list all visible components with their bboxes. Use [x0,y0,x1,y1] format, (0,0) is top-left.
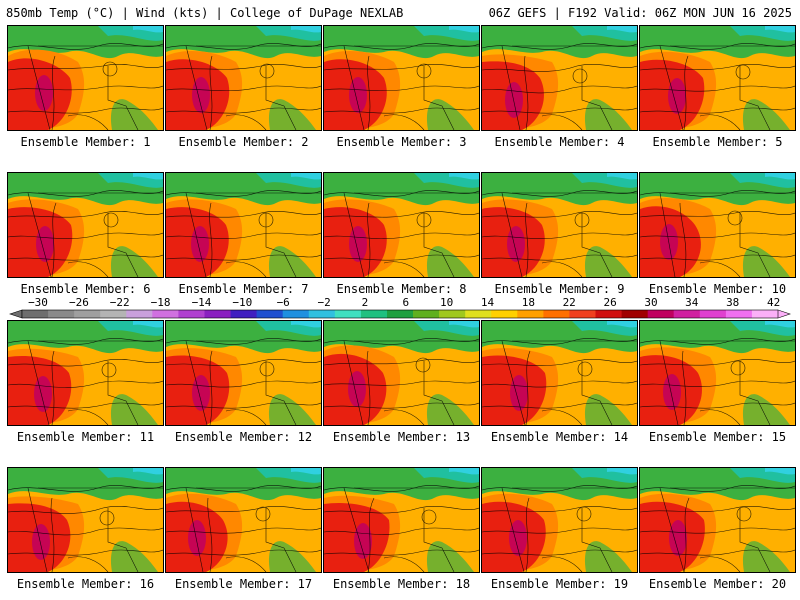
ensemble-map-panel [481,320,638,426]
ensemble-member-label: Ensemble Member: 5 [652,135,783,149]
ensemble-member-label: Ensemble Member: 19 [490,577,629,591]
colorbar-tick-label: 14 [481,296,495,309]
colorbar-swatch [517,310,544,318]
ensemble-member-label: Ensemble Member: 3 [336,135,467,149]
ensemble-member-label: Ensemble Member: 7 [178,282,309,296]
ensemble-member-label: Ensemble Member: 14 [490,430,629,444]
colorbar-swatch [204,310,232,318]
ensemble-member-label: Ensemble Member: 16 [16,577,155,591]
ensemble-map-panel [639,467,796,573]
ensemble-map-panel [7,320,164,426]
ensemble-map-panel [7,467,164,573]
colorbar-tick-label: 22 [563,296,576,309]
ensemble-map-panel [481,25,638,131]
colorbar-tick-label: −22 [110,296,130,309]
colorbar-swatch [48,310,75,318]
ensemble-map-panel [165,172,322,278]
colorbar-swatch [595,310,623,318]
ensemble-member-label: Ensemble Member: 1 [20,135,151,149]
ensemble-map-panel [165,467,322,573]
ensemble-map-panel [481,172,638,278]
ensemble-member-label: Ensemble Member: 13 [332,430,471,444]
colorbar-swatch [699,310,727,318]
colorbar-tick-label: −2 [317,296,330,309]
colorbar-swatch [152,310,179,318]
colorbar-tick-label: 6 [402,296,409,309]
ensemble-map-panel [323,25,480,131]
ensemble-member-label: Ensemble Member: 9 [494,282,625,296]
colorbar-tick-label: −6 [277,296,290,309]
temperature-colorbar: −30 −26 −22 −18 −14 −10 −6 −2 2 6 10 14 18 22 26 30 34 38… [8,296,792,324]
colorbar-tick-label: −26 [69,296,89,309]
colorbar-tick-label: −14 [192,296,212,309]
colorbar-swatch [256,310,284,318]
ensemble-member-label: Ensemble Member: 6 [20,282,151,296]
colorbar-swatch [413,310,440,318]
colorbar-swatch [74,310,101,318]
ensemble-member-label: Ensemble Member: 11 [16,430,155,444]
ensemble-map-panel [323,320,480,426]
colorbar-swatch [282,310,310,318]
colorbar-swatch [569,310,596,318]
colorbar-swatch [543,310,570,318]
colorbar-swatch [126,310,153,318]
ensemble-member-label: Ensemble Member: 15 [648,430,787,444]
colorbar-swatch [647,310,675,318]
header-title-right: 06Z GEFS | F192 Valid: 06Z MON JUN 16 20… [488,6,792,20]
colorbar-tick-label: 26 [603,296,616,309]
ensemble-map-panel [323,467,480,573]
ensemble-map-panel [165,25,322,131]
colorbar-tick-label: 10 [440,296,453,309]
colorbar-tick-label: 34 [685,296,699,309]
colorbar-min-arrow [9,309,23,319]
ensemble-member-label: Ensemble Member: 4 [494,135,625,149]
ensemble-map-panel [7,172,164,278]
ensemble-member-label: Ensemble Member: 18 [332,577,471,591]
ensemble-member-label: Ensemble Member: 2 [178,135,309,149]
colorbar-tick-label: −18 [151,296,171,309]
colorbar-tick-label: 18 [522,296,535,309]
ensemble-map-panel [481,467,638,573]
colorbar-max-arrow [777,309,791,319]
ensemble-map-panel [639,172,796,278]
colorbar-swatch [439,310,466,318]
colorbar-swatch [465,310,492,318]
colorbar-swatch [334,310,362,318]
colorbar-tick-label: −10 [232,296,252,309]
colorbar-tick-label: 30 [644,296,657,309]
colorbar-swatch [621,310,649,318]
ensemble-map-panel [323,172,480,278]
colorbar-swatch [360,310,388,318]
colorbar-tick-label: 42 [767,296,780,309]
colorbar-swatch [725,310,753,318]
colorbar-swatch [751,310,779,318]
ensemble-map-panel [7,25,164,131]
ensemble-map-panel [639,320,796,426]
colorbar-swatch [308,310,336,318]
colorbar-swatch [178,310,205,318]
colorbar-tick-label: 38 [726,296,739,309]
ensemble-member-label: Ensemble Member: 8 [336,282,467,296]
ensemble-member-label: Ensemble Member: 12 [174,430,313,444]
ensemble-map-panel [165,320,322,426]
colorbar-tick-label: −30 [28,296,48,309]
header-title-left: 850mb Temp (°C) | Wind (kts) | College o… [6,6,404,20]
ensemble-member-label: Ensemble Member: 10 [648,282,787,296]
ensemble-map-panel [639,25,796,131]
colorbar-swatch [100,310,127,318]
colorbar-swatch [22,310,49,318]
ensemble-member-label: Ensemble Member: 20 [648,577,787,591]
ensemble-member-label: Ensemble Member: 17 [174,577,313,591]
colorbar-swatch [491,310,518,318]
colorbar-tick-label: 2 [362,296,369,309]
colorbar-swatch [673,310,701,318]
colorbar-swatch [387,310,414,318]
colorbar-swatch [230,310,258,318]
